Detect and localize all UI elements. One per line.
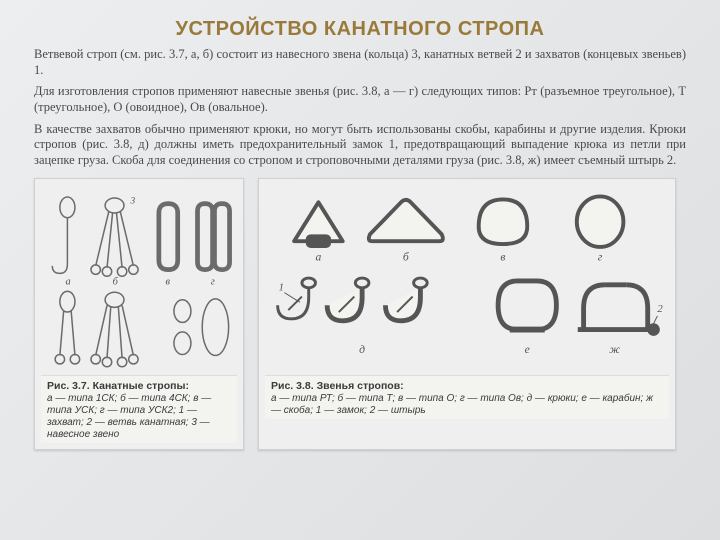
page-title: УСТРОЙСТВО КАНАТНОГО СТРОПА (34, 18, 686, 41)
fig38-caption-text: а — типа РТ; б — типа Т; в — типа О; г —… (271, 393, 653, 416)
fig37-label-v: в (165, 277, 170, 288)
fig38-label-v: в (500, 251, 505, 264)
fig37-caption-text: а — типа 1СК; б — типа 4СК; в — типа УСК… (47, 393, 211, 440)
figure-3-8-caption: Рис. 3.8. Звенья стропов: а — типа РТ; б… (265, 375, 669, 419)
paragraph-3: В качестве захватов обычно применяют крю… (34, 122, 686, 169)
fig38-label-g: г (598, 251, 603, 264)
fig37-caption-title: Рис. 3.7. Канатные стропы: (47, 380, 189, 392)
fig38-label-a: а (316, 251, 322, 264)
paragraph-2: Для изготовления стропов применяют навес… (34, 84, 686, 115)
fig38-label-d: д (359, 343, 365, 356)
fig38-label-zh: ж (609, 343, 620, 356)
fig37-leader-3: 3 (130, 197, 136, 207)
figure-3-7-caption: Рис. 3.7. Канатные стропы: а — типа 1СК;… (41, 375, 237, 443)
figure-3-8: а б в г (258, 178, 676, 450)
fig38-leader-1: 1 (279, 282, 284, 294)
fig38-label-b: б (403, 251, 410, 264)
figure-3-7-svg: а б в г 3 (41, 185, 239, 375)
figure-3-8-svg: а б в г (265, 185, 671, 375)
fig37-label-g: г (211, 277, 215, 288)
fig37-label-a: а (66, 277, 71, 288)
fig37-label-b: б (113, 277, 119, 288)
paragraph-1: Ветвевой строп (см. рис. 3.7, а, б) сост… (34, 47, 686, 78)
fig38-leader-2: 2 (657, 303, 663, 315)
fig38-caption-title: Рис. 3.8. Звенья стропов: (271, 380, 404, 392)
figures-row: а б в г 3 Рис. 3.7. Канатные стропы: а —… (34, 178, 686, 450)
fig38-label-e: е (525, 343, 530, 356)
figure-3-7: а б в г 3 Рис. 3.7. Канатные стропы: а —… (34, 178, 244, 450)
